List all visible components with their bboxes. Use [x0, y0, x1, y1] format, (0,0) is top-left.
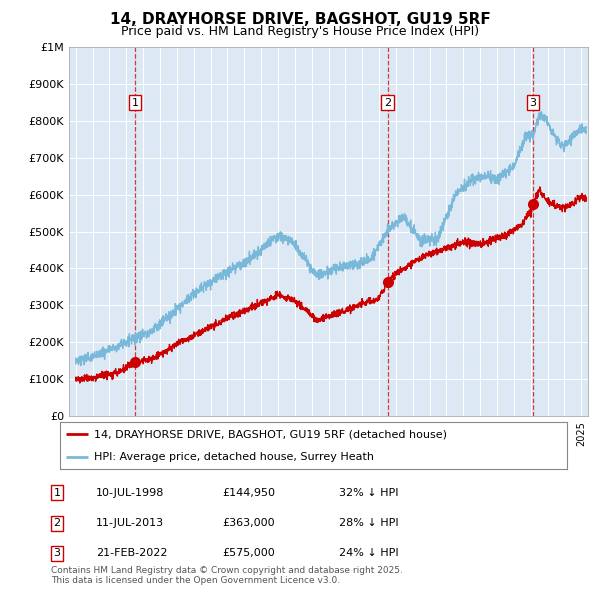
Text: 14, DRAYHORSE DRIVE, BAGSHOT, GU19 5RF (detached house): 14, DRAYHORSE DRIVE, BAGSHOT, GU19 5RF (… [94, 429, 448, 439]
Text: 1: 1 [53, 488, 61, 497]
Text: 1: 1 [131, 97, 139, 107]
Text: £575,000: £575,000 [222, 549, 275, 558]
Text: 28% ↓ HPI: 28% ↓ HPI [339, 519, 398, 528]
Text: 2: 2 [53, 519, 61, 528]
Text: Contains HM Land Registry data © Crown copyright and database right 2025.
This d: Contains HM Land Registry data © Crown c… [51, 566, 403, 585]
Text: HPI: Average price, detached house, Surrey Heath: HPI: Average price, detached house, Surr… [94, 452, 374, 462]
Text: £363,000: £363,000 [222, 519, 275, 528]
Text: 21-FEB-2022: 21-FEB-2022 [96, 549, 167, 558]
Text: 2: 2 [384, 97, 391, 107]
Text: £144,950: £144,950 [222, 488, 275, 497]
Text: 14, DRAYHORSE DRIVE, BAGSHOT, GU19 5RF: 14, DRAYHORSE DRIVE, BAGSHOT, GU19 5RF [110, 12, 490, 27]
Text: 10-JUL-1998: 10-JUL-1998 [96, 488, 164, 497]
Text: 11-JUL-2013: 11-JUL-2013 [96, 519, 164, 528]
Text: Price paid vs. HM Land Registry's House Price Index (HPI): Price paid vs. HM Land Registry's House … [121, 25, 479, 38]
Text: 32% ↓ HPI: 32% ↓ HPI [339, 488, 398, 497]
Text: 24% ↓ HPI: 24% ↓ HPI [339, 549, 398, 558]
Text: 3: 3 [529, 97, 536, 107]
Text: 3: 3 [53, 549, 61, 558]
